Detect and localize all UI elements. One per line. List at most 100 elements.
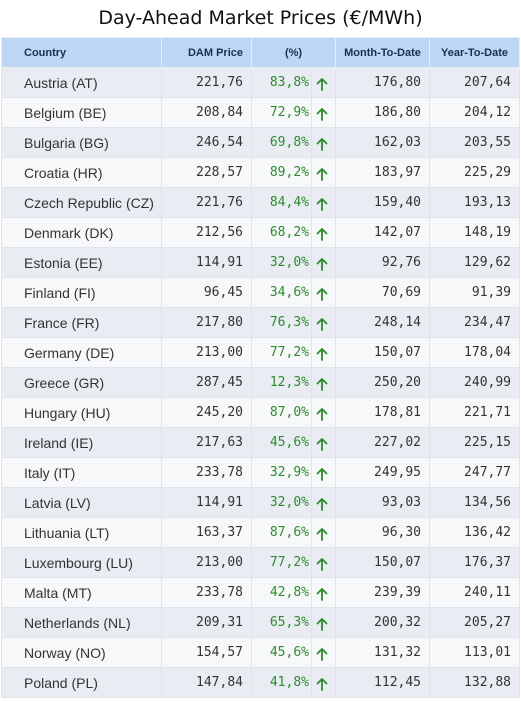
- month-to-date-cell: 96,30: [335, 517, 431, 548]
- month-to-date-cell: 186,80: [335, 97, 431, 128]
- arrow-up-icon: [316, 647, 328, 661]
- country-cell: Luxembourg (LU): [1, 547, 162, 578]
- trend-cell: [310, 547, 337, 578]
- trend-cell: [310, 67, 337, 98]
- year-to-date-cell: 178,04: [429, 337, 521, 368]
- country-cell: Finland (FI): [1, 277, 162, 308]
- table-row[interactable]: Malta (MT) 233,78 42,8% 239,39 240,11: [1, 577, 521, 608]
- arrow-up-icon: [316, 227, 328, 241]
- month-to-date-cell: 249,95: [335, 457, 431, 488]
- dam-price-cell: 233,78: [161, 577, 252, 608]
- table-row[interactable]: Ireland (IE) 217,63 45,6% 227,02 225,15: [1, 427, 521, 458]
- trend-cell: [310, 307, 337, 338]
- year-to-date-cell: 225,15: [429, 427, 521, 458]
- table-row[interactable]: Bulgaria (BG) 246,54 69,8% 162,03 203,55: [1, 127, 521, 158]
- table-row[interactable]: Poland (PL) 147,84 41,8% 112,45 132,88: [1, 667, 521, 698]
- percent-cell: 42,8%: [251, 577, 312, 608]
- arrow-up-icon: [316, 77, 328, 91]
- arrow-up-icon: [316, 137, 328, 151]
- year-to-date-cell: 240,99: [429, 367, 521, 398]
- country-cell: Latvia (LV): [1, 487, 162, 518]
- dam-price-cell: 221,76: [161, 67, 252, 98]
- header-month-to-date[interactable]: Month-To-Date: [335, 37, 431, 68]
- table-row[interactable]: Estonia (EE) 114,91 32,0% 92,76 129,62: [1, 247, 521, 278]
- year-to-date-cell: 129,62: [429, 247, 521, 278]
- month-to-date-cell: 248,14: [335, 307, 431, 338]
- table-row[interactable]: Lithuania (LT) 163,37 87,6% 96,30 136,42: [1, 517, 521, 548]
- table-row[interactable]: Norway (NO) 154,57 45,6% 131,32 113,01: [1, 637, 521, 668]
- trend-cell: [310, 277, 337, 308]
- table-row[interactable]: Netherlands (NL) 209,31 65,3% 200,32 205,27: [1, 607, 521, 638]
- year-to-date-cell: 134,56: [429, 487, 521, 518]
- country-cell: Belgium (BE): [1, 97, 162, 128]
- month-to-date-cell: 92,76: [335, 247, 431, 278]
- month-to-date-cell: 150,07: [335, 337, 431, 368]
- percent-cell: 87,6%: [251, 517, 312, 548]
- percent-cell: 45,6%: [251, 427, 312, 458]
- table-row[interactable]: Belgium (BE) 208,84 72,9% 186,80 204,12: [1, 97, 521, 128]
- year-to-date-cell: 204,12: [429, 97, 521, 128]
- month-to-date-cell: 200,32: [335, 607, 431, 638]
- prices-table: Country DAM Price (%) Month-To-Date Year…: [1, 37, 521, 698]
- country-cell: Denmark (DK): [1, 217, 162, 248]
- percent-cell: 77,2%: [251, 547, 312, 578]
- percent-cell: 87,0%: [251, 397, 312, 428]
- month-to-date-cell: 112,45: [335, 667, 431, 698]
- dam-price-cell: 154,57: [161, 637, 252, 668]
- month-to-date-cell: 159,40: [335, 187, 431, 218]
- month-to-date-cell: 142,07: [335, 217, 431, 248]
- country-cell: Germany (DE): [1, 337, 162, 368]
- table-row[interactable]: Greece (GR) 287,45 12,3% 250,20 240,99: [1, 367, 521, 398]
- arrow-up-icon: [316, 377, 328, 391]
- header-country[interactable]: Country: [1, 37, 162, 68]
- year-to-date-cell: 240,11: [429, 577, 521, 608]
- table-row[interactable]: Denmark (DK) 212,56 68,2% 142,07 148,19: [1, 217, 521, 248]
- table-row[interactable]: Luxembourg (LU) 213,00 77,2% 150,07 176,37: [1, 547, 521, 578]
- year-to-date-cell: 203,55: [429, 127, 521, 158]
- table-row[interactable]: France (FR) 217,80 76,3% 248,14 234,47: [1, 307, 521, 338]
- table-row[interactable]: Hungary (HU) 245,20 87,0% 178,81 221,71: [1, 397, 521, 428]
- dam-price-cell: 96,45: [161, 277, 252, 308]
- trend-cell: [310, 367, 337, 398]
- trend-cell: [310, 487, 337, 518]
- country-cell: Norway (NO): [1, 637, 162, 668]
- arrow-up-icon: [316, 347, 328, 361]
- header-year-to-date[interactable]: Year-To-Date: [429, 37, 521, 68]
- dam-price-cell: 213,00: [161, 337, 252, 368]
- trend-cell: [310, 607, 337, 638]
- percent-cell: 45,6%: [251, 637, 312, 668]
- header-dam-price[interactable]: DAM Price: [161, 37, 252, 68]
- percent-cell: 32,0%: [251, 247, 312, 278]
- arrow-up-icon: [316, 167, 328, 181]
- table-row[interactable]: Austria (AT) 221,76 83,8% 176,80 207,64: [1, 67, 521, 98]
- dam-price-cell: 287,45: [161, 367, 252, 398]
- dam-price-cell: 213,00: [161, 547, 252, 578]
- dam-price-cell: 233,78: [161, 457, 252, 488]
- header-percent[interactable]: (%): [250, 37, 337, 68]
- table-row[interactable]: Italy (IT) 233,78 32,9% 249,95 247,77: [1, 457, 521, 488]
- country-cell: Hungary (HU): [1, 397, 162, 428]
- trend-cell: [310, 97, 337, 128]
- country-cell: Croatia (HR): [1, 157, 162, 188]
- percent-cell: 77,2%: [251, 337, 312, 368]
- percent-cell: 65,3%: [251, 607, 312, 638]
- percent-cell: 83,8%: [251, 67, 312, 98]
- year-to-date-cell: 207,64: [429, 67, 521, 98]
- table-row[interactable]: Germany (DE) 213,00 77,2% 150,07 178,04: [1, 337, 521, 368]
- table-row[interactable]: Croatia (HR) 228,57 89,2% 183,97 225,29: [1, 157, 521, 188]
- month-to-date-cell: 239,39: [335, 577, 431, 608]
- country-cell: Ireland (IE): [1, 427, 162, 458]
- dam-price-cell: 163,37: [161, 517, 252, 548]
- arrow-up-icon: [316, 617, 328, 631]
- table-row[interactable]: Czech Republic (CZ) 221,76 84,4% 159,40 193,…: [1, 187, 521, 218]
- trend-cell: [310, 187, 337, 218]
- table-row[interactable]: Latvia (LV) 114,91 32,0% 93,03 134,56: [1, 487, 521, 518]
- trend-cell: [310, 517, 337, 548]
- arrow-up-icon: [316, 287, 328, 301]
- year-to-date-cell: 234,47: [429, 307, 521, 338]
- country-cell: Netherlands (NL): [1, 607, 162, 638]
- table-row[interactable]: Finland (FI) 96,45 34,6% 70,69 91,39: [1, 277, 521, 308]
- month-to-date-cell: 93,03: [335, 487, 431, 518]
- year-to-date-cell: 176,37: [429, 547, 521, 578]
- table-body: Austria (AT) 221,76 83,8% 176,80 207,64 Belgi…: [1, 67, 521, 698]
